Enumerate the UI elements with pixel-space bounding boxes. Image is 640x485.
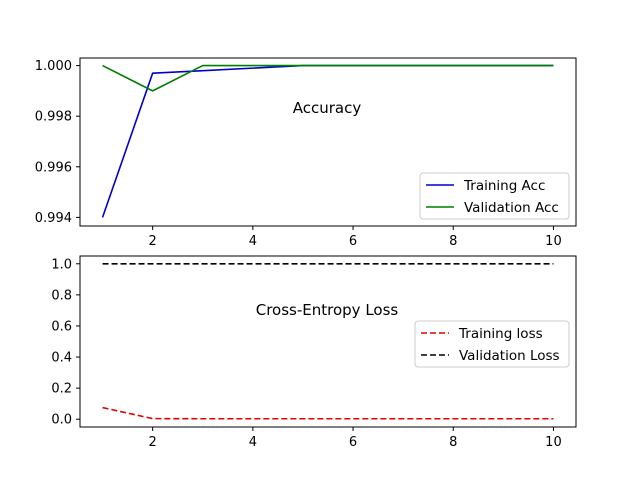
y-tick-label: 0.998 xyxy=(35,110,72,125)
legend-label-validation-loss: Validation Loss xyxy=(459,348,560,364)
y-tick-label: 0.8 xyxy=(51,288,72,303)
subplot-2: 2 4 6 8 10 0.0 0.2 0.4 0.6 0.8 1.0 Cross-Entropy Lo… xyxy=(51,255,577,450)
legend-label-training-loss: Training loss xyxy=(458,326,543,342)
x-tick-label: 4 xyxy=(249,435,257,450)
x-tick-label: 10 xyxy=(545,435,562,450)
y-tick-label: 1.000 xyxy=(35,59,72,74)
x-tick-label: 10 xyxy=(545,234,562,249)
axes-frame xyxy=(79,255,577,428)
y-tick-label: 0.0 xyxy=(51,413,72,428)
series-line-training-loss xyxy=(102,406,554,420)
series-line-validation-acc xyxy=(102,64,554,92)
x-tick-label: 6 xyxy=(349,234,357,249)
legend-label-validation-acc: Validation Acc xyxy=(464,200,559,216)
y-tick-label: 0.6 xyxy=(51,319,72,334)
chart-title: Accuracy xyxy=(293,99,362,117)
axes-frame xyxy=(79,57,577,227)
x-tick-label: 8 xyxy=(449,435,457,450)
legend-label-training-acc: Training Acc xyxy=(463,178,545,194)
x-tick-label: 4 xyxy=(249,234,257,249)
x-tick-label: 2 xyxy=(149,234,157,249)
y-tick-label: 1.0 xyxy=(51,257,72,272)
legend: Training loss Validation Loss xyxy=(414,320,570,368)
legend-box xyxy=(419,172,570,220)
x-tick-label: 8 xyxy=(449,234,457,249)
y-tick-label: 0.2 xyxy=(51,382,72,397)
subplot-1: 2 4 6 8 10 0.994 0.996 0.998 1.000 Accuracy Traini… xyxy=(35,57,577,249)
y-tick-label: 0.994 xyxy=(35,211,72,226)
chart-title: Cross-Entropy Loss xyxy=(256,301,399,319)
y-tick-label: 0.4 xyxy=(51,351,72,366)
legend-box xyxy=(414,320,570,368)
x-tick-label: 6 xyxy=(349,435,357,450)
legend: Training Acc Validation Acc xyxy=(419,172,570,220)
y-tick-label: 0.996 xyxy=(35,160,72,175)
x-tick-label: 2 xyxy=(149,435,157,450)
